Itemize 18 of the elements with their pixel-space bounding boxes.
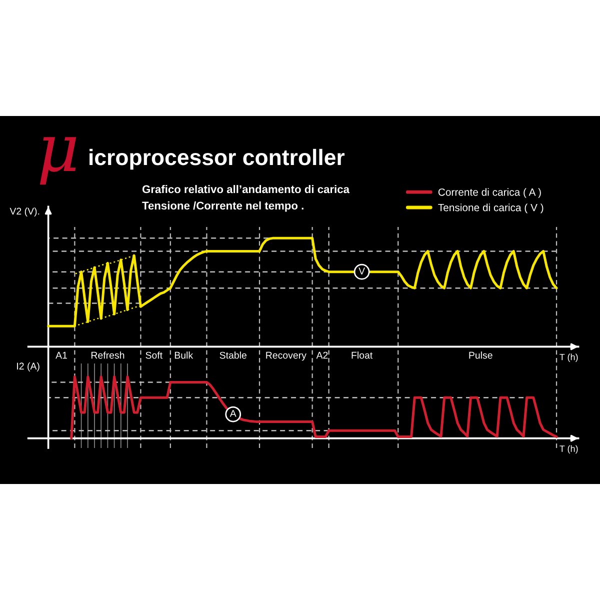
x-tick-label: Pulse [469,352,492,359]
annotation: V [358,268,366,274]
y-axis-title: I2 (A) [17,362,40,372]
x-tick-label: Stable [220,352,246,359]
x-axis-title: T (h) [560,445,578,454]
x-tick-label: Recovery [266,352,306,361]
x-tick-label: Refresh [91,352,124,359]
x-tick-label: Bulk [174,352,194,359]
legend-label: Corrente di carica ( A ) [438,188,541,198]
x-tick-label: A1 [56,352,67,359]
y-axis-title: V2 (V). [10,207,40,217]
legend-label: Tensione di carica ( V ) [438,204,544,214]
x-tick-label: Soft [146,352,162,359]
x-tick-label: A2 [316,352,328,359]
chart-subtitle: Grafico relativo all’andamento di carica Tensione /Corrente nel tempo . [142,185,350,212]
annotation: A [230,410,236,417]
x-tick-label: Float [352,352,373,359]
x-axis-title: T (h) [560,354,578,362]
